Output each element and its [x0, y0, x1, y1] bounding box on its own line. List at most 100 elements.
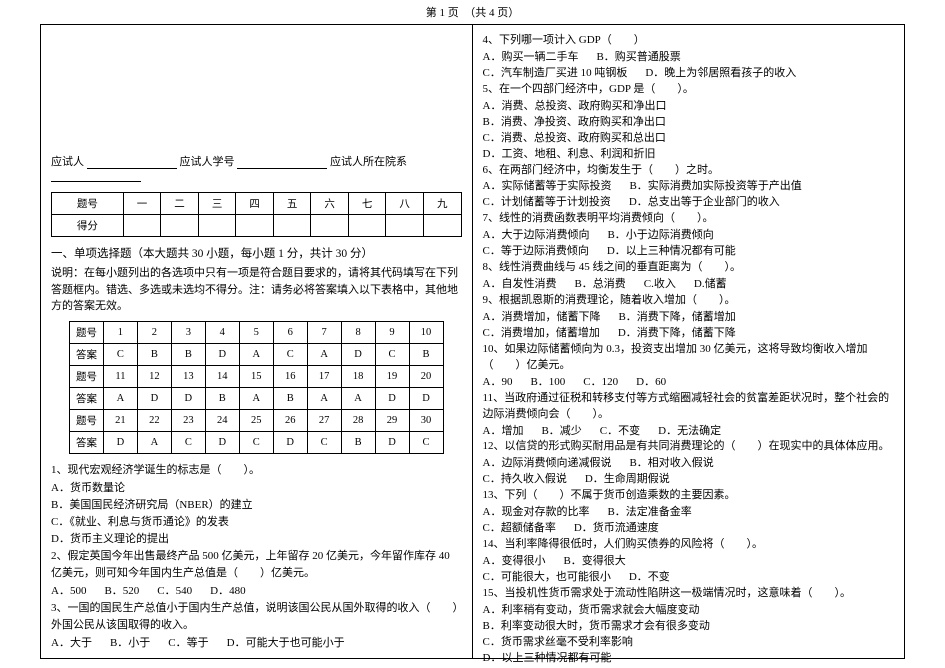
score-cell[interactable]: [273, 215, 311, 237]
q10: 10、如果边际储蓄倾向为 0.3，投资支出增加 30 亿美元，这将导致均衡收入增…: [483, 342, 895, 374]
grid-ans: C: [103, 343, 137, 365]
q12c: C．持久收入假说: [483, 472, 567, 488]
q14d: D．不变: [629, 570, 670, 586]
grid-num: 18: [341, 365, 375, 387]
grid-ans: A: [103, 387, 137, 409]
q14-options-2: C．可能很大，也可能很小 D．不变: [483, 570, 895, 586]
q13: 13、下列（ ）不属于货币创造乘数的主要因素。: [483, 488, 895, 504]
grid-num: 10: [409, 321, 443, 343]
grid-ans: B: [273, 387, 307, 409]
q12: 12、以信贷的形式购买耐用品是有共同消费理论的（ ）在现实中的具体体应用。: [483, 439, 895, 455]
q6: 6、在两部门经济中，均衡发生于（ ）之时。: [483, 163, 895, 179]
grid-ans: A: [137, 431, 171, 453]
q4d: D．晚上为邻居照看孩子的收入: [645, 66, 796, 82]
grid-num: 7: [307, 321, 341, 343]
grid-num: 25: [239, 409, 273, 431]
q12d: D．生命周期假说: [585, 472, 670, 488]
q8a: A．自发性消费: [483, 277, 557, 293]
score-row-label: 得分: [52, 215, 124, 237]
grid-ans: D: [375, 431, 409, 453]
score-cell[interactable]: [386, 215, 424, 237]
answer-grid: 题号 1 2 3 4 5 6 7 8 9 10 答案 C B B: [69, 321, 444, 454]
q15c: C．货币需求丝毫不受利率影响: [483, 635, 895, 651]
q8d: D.储蓄: [694, 277, 727, 293]
q10-options: A．90 B．100 C．120 D．60: [483, 375, 895, 391]
score-cell[interactable]: [311, 215, 349, 237]
q11: 11、当政府通过征税和转移支付等方式缩圈减轻社会的贫富差距状况时，整个社会的边际…: [483, 391, 895, 423]
q15-options: A．利率稍有变动，货币需求就会大幅度变动 B．利率变动很大时，货币需求才会有很多…: [483, 603, 895, 667]
q13-options-2: C．超额储备率 D．货币流通速度: [483, 521, 895, 537]
score-col: 九: [423, 193, 461, 215]
q2-options: A．500 B．520 C．540 D．480: [51, 583, 462, 600]
q8: 8、线性消费曲线与 45 线之间的垂直距离为（ ）。: [483, 260, 895, 276]
q1b: B．美国国民经济研究局（NBER）的建立: [51, 497, 462, 514]
q4-options-2: C．汽车制造厂买进 10 吨钢板 D．晚上为邻居照看孩子的收入: [483, 66, 895, 82]
grid-num: 16: [273, 365, 307, 387]
grid-label: 答案: [70, 387, 104, 409]
grid-ans: B: [341, 431, 375, 453]
grid-num: 26: [273, 409, 307, 431]
grid-ans: D: [273, 431, 307, 453]
grid-ans: A: [307, 387, 341, 409]
q3c: C．等于: [168, 635, 208, 652]
grid-num: 14: [205, 365, 239, 387]
q13-options-1: A．现金对存款的比率 B．法定准备金率: [483, 505, 895, 521]
right-column: 4、下列哪一项计入 GDP（ ） A．购买一辆二手车 B．购买普通股票 C．汽车…: [473, 25, 905, 658]
grid-ans: D: [341, 343, 375, 365]
q3: 3、一国的国民生产总值小于国内生产总值，说明该国公民从国外取得的收入（ ）外国公…: [51, 600, 462, 634]
q14a: A．变得很小: [483, 554, 546, 570]
q4c: C．汽车制造厂买进 10 吨钢板: [483, 66, 628, 82]
q2a: A．500: [51, 583, 86, 600]
q5-options: A．消费、总投资、政府购买和净出口 B．消费、净投资、政府购买和净出口 C．消费…: [483, 99, 895, 163]
q8-options: A．自发性消费 B．总消费 C.收入 D.储蓄: [483, 277, 895, 293]
name-label: 应试人: [51, 153, 84, 169]
score-col: 一: [123, 193, 161, 215]
score-cell[interactable]: [348, 215, 386, 237]
q11c: C．不变: [600, 424, 640, 440]
grid-num: 20: [409, 365, 443, 387]
grid-label: 答案: [70, 343, 104, 365]
q2: 2、假定英国今年出售最终产品 500 亿美元，上年留存 20 亿美元，今年留作库…: [51, 548, 462, 582]
instructions: 说明：在每小题列出的各选项中只有一项是符合题目要求的，请将其代码填写在下列答题框…: [51, 265, 462, 315]
q13b: B．法定准备金率: [607, 505, 691, 521]
score-col: 八: [386, 193, 424, 215]
grid-num: 30: [409, 409, 443, 431]
q12-options-2: C．持久收入假说 D．生命周期假说: [483, 472, 895, 488]
grid-ans: B: [205, 387, 239, 409]
grid-num: 28: [341, 409, 375, 431]
q7b: B．小于边际消费倾向: [607, 228, 713, 244]
grid-num: 29: [375, 409, 409, 431]
q6c: C．计划储蓄等于计划投资: [483, 195, 611, 211]
grid-ans: A: [341, 387, 375, 409]
q10a: A．90: [483, 375, 513, 391]
grid-ans: C: [375, 343, 409, 365]
score-cell[interactable]: [161, 215, 199, 237]
grid-ans: A: [307, 343, 341, 365]
q5b: B．消费、净投资、政府购买和净出口: [483, 115, 895, 131]
dept-label: 应试人所在院系: [330, 153, 407, 169]
q15a: A．利率稍有变动，货币需求就会大幅度变动: [483, 603, 895, 619]
q14b: B．变得很大: [563, 554, 625, 570]
dept-field[interactable]: [51, 169, 141, 182]
q7c: C．等于边际消费倾向: [483, 244, 589, 260]
id-field[interactable]: [237, 156, 327, 169]
grid-label: 题号: [70, 409, 104, 431]
grid-ans: B: [171, 343, 205, 365]
grid-ans: C: [171, 431, 205, 453]
score-cell[interactable]: [198, 215, 236, 237]
grid-num: 9: [375, 321, 409, 343]
name-field[interactable]: [87, 156, 177, 169]
score-cell[interactable]: [236, 215, 274, 237]
score-cell[interactable]: [123, 215, 161, 237]
score-row-label: 题号: [52, 193, 124, 215]
q9a: A．消费增加，储蓄下降: [483, 310, 601, 326]
q14-options-1: A．变得很小 B．变得很大: [483, 554, 895, 570]
grid-ans: A: [239, 343, 273, 365]
q4-options-1: A．购买一辆二手车 B．购买普通股票: [483, 50, 895, 66]
q3-options: A．大于 B．小于 C．等于 D．可能大于也可能小于: [51, 635, 462, 652]
q7a: A．大于边际消费倾向: [483, 228, 590, 244]
q12-options-1: A．边际消费倾向递减假说 B．相对收入假说: [483, 456, 895, 472]
score-cell[interactable]: [423, 215, 461, 237]
grid-ans: D: [171, 387, 205, 409]
grid-num: 15: [239, 365, 273, 387]
